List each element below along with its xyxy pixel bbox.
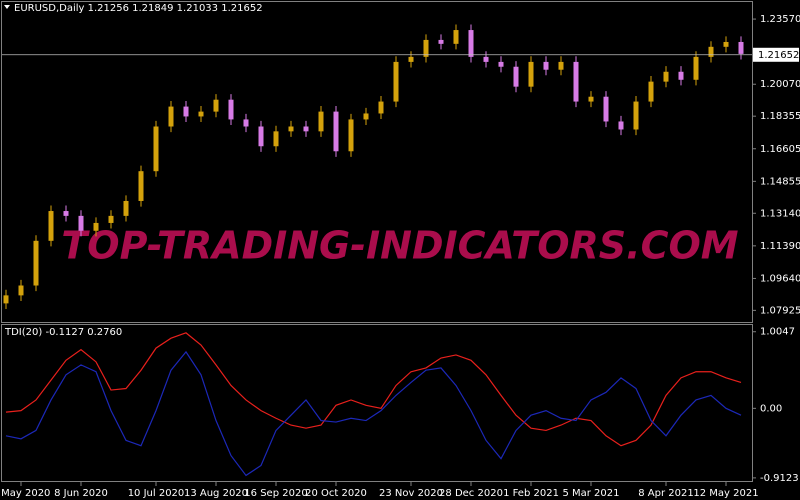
y-tick-label: 1.14855 (760, 176, 800, 187)
y-tick-label: 1.20070 (760, 79, 800, 90)
candle-body (78, 215, 84, 231)
candle-body (543, 61, 549, 70)
candle-body (228, 99, 234, 120)
y-tick-label: 1.18355 (760, 111, 800, 122)
y-tick-label: 1.09640 (760, 273, 800, 284)
candle-body (243, 119, 249, 127)
candle-body (393, 61, 399, 102)
x-tick-label: 1 Feb 2021 (503, 488, 559, 499)
candle-body (33, 240, 39, 286)
sub-panel-frame (1, 324, 753, 482)
candle-body (453, 30, 459, 44)
candle-body (738, 41, 744, 54)
candle-body (123, 200, 129, 216)
y-tick-label: 1.07925 (760, 305, 800, 316)
candle-body (318, 111, 324, 132)
x-tick-label: 23 Nov 2020 (379, 488, 443, 499)
candle-body (723, 41, 729, 47)
main-panel-frame (1, 1, 753, 323)
watermark: TOP-TRADING-INDICATORS.COM (61, 224, 738, 268)
y-tick-label: 0.00 (760, 403, 782, 414)
indicator-title: TDI(20) -0.1127 0.2760 (4, 327, 122, 338)
candle-body (213, 99, 219, 112)
candle-body (18, 285, 24, 296)
candle-body (63, 211, 69, 216)
candle-body (648, 81, 654, 102)
candle-body (48, 211, 54, 241)
candle-body (288, 126, 294, 132)
x-tick-label: 20 Oct 2020 (305, 488, 367, 499)
tdi-line (5, 332, 742, 447)
x-tick-label: 16 Sep 2020 (244, 488, 307, 499)
candle-body (423, 39, 429, 57)
x-tick-label: 10 Jul 2020 (128, 488, 185, 499)
candle-body (483, 56, 489, 62)
tdi-line (5, 350, 742, 477)
candle-body (513, 66, 519, 87)
candle-body (153, 126, 159, 172)
candle-body (3, 295, 9, 304)
candle-body (618, 121, 624, 130)
x-tick-label: 8 Jun 2020 (54, 488, 108, 499)
symbol-info: EURUSD,Daily 1.21256 1.21849 1.21033 1.2… (14, 3, 263, 14)
candle-body (273, 131, 279, 147)
candle-body (678, 71, 684, 80)
candle-body (303, 126, 309, 132)
candle-body (588, 96, 594, 102)
candle-body (558, 61, 564, 70)
candle-body (183, 106, 189, 117)
y-tick-label: -0.9123 (760, 473, 799, 484)
y-tick-label: 1.16605 (760, 144, 800, 155)
candle-body (168, 106, 174, 127)
dropdown-icon[interactable] (4, 5, 10, 9)
x-tick-label: 13 Aug 2020 (184, 488, 248, 499)
current-price-label: 1.21652 (758, 50, 799, 61)
candle-body (333, 111, 339, 152)
candle-body (348, 119, 354, 152)
y-tick-label: 1.0047 (760, 327, 795, 338)
candle-body (573, 61, 579, 102)
x-tick-label: 5 Mar 2021 (562, 488, 619, 499)
x-tick-label: 12 May 2021 (693, 488, 758, 499)
x-tick-label: 8 Apr 2021 (638, 488, 693, 499)
candle-body (363, 113, 369, 120)
candle-body (603, 96, 609, 122)
x-tick-label: 28 Dec 2020 (439, 488, 503, 499)
candle-body (663, 71, 669, 82)
y-tick-label: 1.23570 (760, 14, 800, 25)
candle-body (438, 39, 444, 44)
candle-body (258, 126, 264, 147)
candle-body (468, 30, 474, 57)
candle-body (408, 56, 414, 62)
candle-body (108, 215, 114, 223)
candle-body (198, 111, 204, 117)
y-tick-label: 1.11390 (760, 241, 800, 252)
x-tick-label: 5 May 2020 (0, 488, 50, 499)
current-price-box (753, 47, 799, 62)
candle-body (498, 61, 504, 67)
candle-body (528, 61, 534, 87)
candle-body (93, 222, 99, 231)
candle-body (693, 56, 699, 80)
y-tick-label: 1.13140 (760, 208, 800, 219)
candle-body (138, 171, 144, 201)
candle-body (633, 101, 639, 130)
candle-body (708, 46, 714, 57)
candle-body (378, 101, 384, 114)
